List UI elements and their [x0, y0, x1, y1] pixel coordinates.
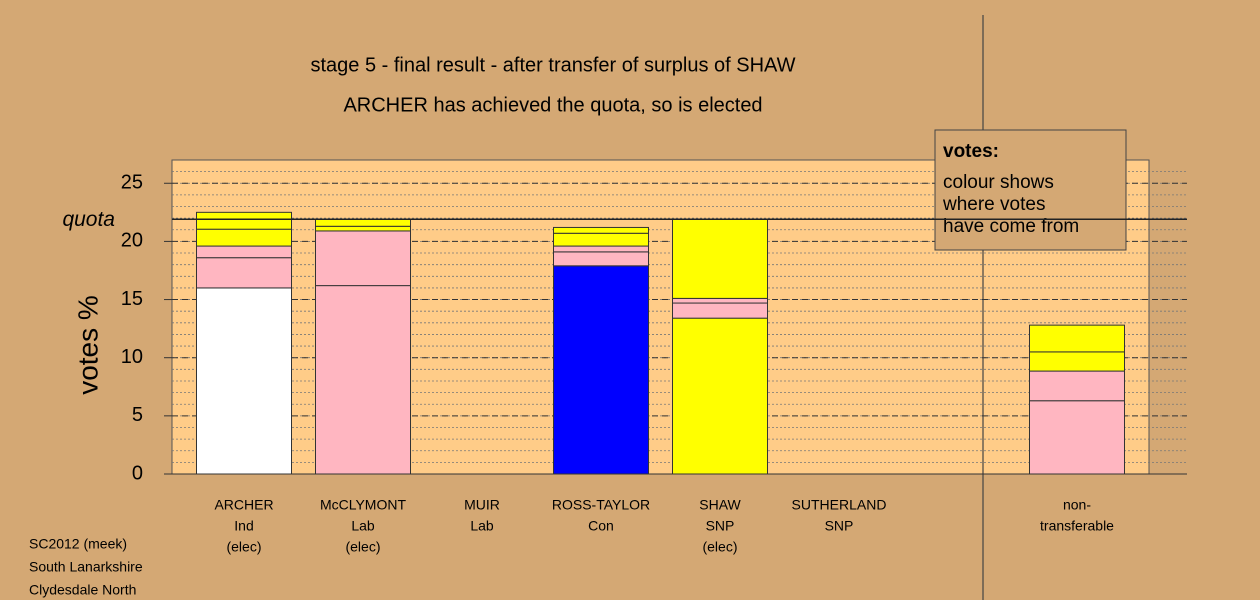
y-tick-label: 5: [132, 404, 143, 426]
legend-title: votes:: [943, 141, 999, 162]
x-tick-label: SUTHERLAND: [792, 497, 887, 513]
x-tick-label: SNP: [825, 518, 854, 534]
bar-segment: [672, 302, 768, 319]
y-tick-label: 10: [121, 346, 143, 368]
bar-segment: [1029, 400, 1125, 475]
x-tick-label: MUIR: [464, 497, 500, 513]
x-tick-label: ARCHER: [214, 497, 273, 513]
bar-segment: [1029, 324, 1125, 353]
x-tick-label: transferable: [1040, 518, 1114, 534]
bar-segment: [315, 225, 411, 232]
y-tick-label: 15: [121, 288, 143, 310]
x-tick-label: Lab: [351, 518, 375, 534]
x-tick-label: non-: [1063, 497, 1091, 513]
bar-segment: [553, 226, 649, 234]
bar-segment: [196, 287, 292, 475]
bar-segment: [672, 317, 768, 475]
footer-text: Clydesdale North: [29, 582, 136, 598]
bar-segment: [553, 265, 649, 475]
footer-text: South Lanarkshire: [29, 559, 143, 575]
footer-text: SC2012 (meek): [29, 536, 127, 552]
bar-segment: [196, 257, 292, 289]
chart-title: stage 5 - final result - after transfer …: [311, 54, 796, 76]
bar-segment: [1029, 370, 1125, 402]
bar-segment: [672, 218, 768, 299]
bar-segment: [315, 285, 411, 475]
bar-segment: [196, 211, 292, 230]
bars: [196, 211, 1125, 475]
bar-segment: [553, 245, 649, 253]
bar-segment: [1029, 351, 1125, 372]
quota-label: quota: [62, 208, 115, 231]
y-tick-label: 0: [132, 462, 143, 484]
bar-segment: [553, 251, 649, 267]
x-tick-label: (elec): [226, 539, 261, 555]
bar-segment: [553, 232, 649, 247]
bar-segment: [315, 218, 411, 227]
bar-segment: [196, 228, 292, 247]
legend-text: have come from: [943, 216, 1079, 237]
legend-text: colour shows: [943, 172, 1054, 193]
y-axis-label: votes %: [72, 295, 103, 395]
x-tick-label: Lab: [470, 518, 494, 534]
legend-text: where votes: [942, 194, 1045, 215]
y-tick-label: 20: [121, 230, 143, 252]
x-tick-label: SHAW: [699, 497, 741, 513]
x-tick-label: (elec): [702, 539, 737, 555]
x-tick-label: Con: [588, 518, 614, 534]
bar-segment: [196, 245, 292, 259]
chart-subtitle: ARCHER has achieved the quota, so is ele…: [343, 94, 762, 116]
x-tick-label: (elec): [345, 539, 380, 555]
x-tick-label: SNP: [706, 518, 735, 534]
y-tick-label: 25: [121, 172, 143, 194]
bar-segment: [672, 297, 768, 304]
bar-segment: [315, 230, 411, 287]
x-tick-label: Ind: [234, 518, 253, 534]
x-tick-label: ROSS-TAYLOR: [552, 497, 650, 513]
legend-box: [934, 129, 1127, 251]
x-tick-label: McCLYMONT: [320, 497, 407, 513]
